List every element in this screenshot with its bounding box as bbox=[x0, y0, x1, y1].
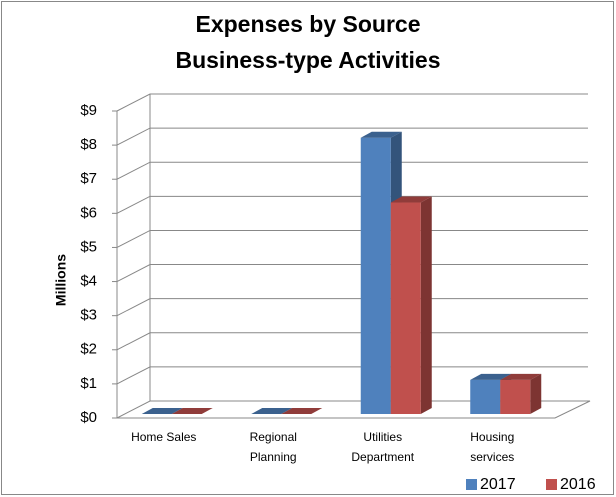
y-tick-label: $7 bbox=[80, 170, 97, 187]
grid-line bbox=[116, 127, 588, 146]
bar bbox=[360, 137, 391, 414]
y-tick-label: $2 bbox=[80, 341, 97, 358]
bar-top bbox=[171, 408, 213, 414]
x-tick-label: Utilities bbox=[363, 430, 402, 444]
grid-line bbox=[116, 93, 588, 112]
x-tick-label: Department bbox=[351, 450, 414, 464]
grid-line bbox=[116, 161, 588, 180]
x-tick-label: Regional bbox=[250, 430, 297, 444]
y-tick-label: $6 bbox=[80, 204, 97, 221]
x-tick-label: Housing bbox=[470, 430, 514, 444]
x-tick-label: Home Sales bbox=[131, 430, 196, 444]
floor bbox=[116, 400, 591, 419]
grid-line bbox=[116, 366, 588, 385]
grid-line bbox=[116, 298, 588, 317]
bar-top bbox=[281, 408, 323, 414]
chart-title: Expenses by Source bbox=[196, 11, 421, 37]
bar-top bbox=[141, 408, 183, 414]
y-axis-label: Millions bbox=[53, 254, 69, 306]
bar bbox=[500, 379, 531, 414]
bar-top bbox=[470, 373, 512, 380]
y-tick-label: $5 bbox=[80, 238, 97, 255]
chart-title: Business-type Activities bbox=[175, 47, 440, 73]
y-tick-label: $4 bbox=[80, 273, 97, 290]
bar-top bbox=[500, 373, 542, 380]
y-tick-label: $3 bbox=[80, 307, 97, 324]
legend-swatch bbox=[466, 479, 477, 490]
legend-label: 2017 bbox=[480, 476, 516, 493]
x-tick-label: Planning bbox=[250, 450, 297, 464]
grid-line bbox=[116, 229, 588, 248]
y-tick-label: $0 bbox=[80, 409, 97, 426]
bar-side bbox=[530, 373, 542, 414]
y-tick-label: $8 bbox=[80, 136, 97, 153]
grid-line bbox=[116, 195, 588, 214]
bar-top bbox=[360, 131, 402, 138]
x-tick-label: services bbox=[470, 450, 514, 464]
bar bbox=[470, 379, 501, 414]
y-tick-label: $9 bbox=[80, 102, 97, 119]
bar bbox=[390, 202, 421, 414]
bar-top bbox=[251, 408, 293, 414]
grid-line bbox=[116, 332, 588, 351]
bar-side bbox=[420, 196, 432, 414]
legend-swatch bbox=[546, 479, 557, 490]
grid-line bbox=[116, 264, 588, 283]
y-tick-label: $1 bbox=[80, 375, 97, 392]
legend-label: 2016 bbox=[560, 476, 596, 493]
bar-top bbox=[390, 196, 432, 203]
